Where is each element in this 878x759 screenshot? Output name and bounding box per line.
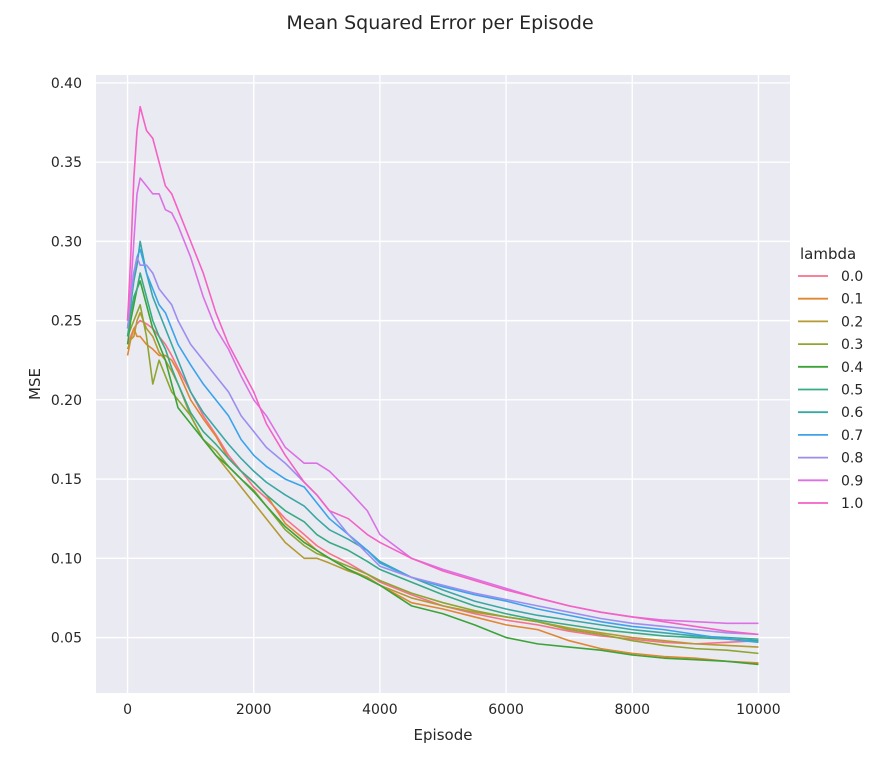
series-line-0-7 <box>126 248 759 644</box>
series-line-0-4 <box>126 280 759 666</box>
x-tick-label: 2000 <box>236 702 272 718</box>
grid-lines <box>96 75 790 693</box>
series-line-0-5 <box>126 272 759 642</box>
legend-entry-label: 0.1 <box>841 292 863 308</box>
legend-entry-label: 0.4 <box>841 360 863 376</box>
y-axis-ticks: 0.05 0.10 0.15 0.20 0.25 0.30 0.35 0.40 <box>51 76 82 647</box>
legend-entry-label: 0.2 <box>841 314 863 330</box>
legend-entry-label: 0.7 <box>841 428 863 444</box>
x-tick-label: 10000 <box>736 702 781 718</box>
legend-title: lambda <box>800 245 856 263</box>
x-tick-label: 8000 <box>614 702 650 718</box>
plot-area <box>96 75 790 693</box>
series-line-0-6 <box>126 240 759 640</box>
y-tick-label: 0.20 <box>51 393 82 409</box>
legend-entry-label: 1.0 <box>841 496 863 512</box>
legend-entry-label: 0.8 <box>841 451 863 467</box>
y-tick-label: 0.10 <box>51 551 82 567</box>
x-tick-label: 0 <box>123 702 132 718</box>
legend-entry-label: 0.6 <box>841 405 863 421</box>
legend-entry-label: 0.0 <box>841 269 863 285</box>
series-line-0-2 <box>126 311 759 648</box>
x-axis-label: Episode <box>414 726 473 744</box>
x-tick-label: 6000 <box>488 702 524 718</box>
y-tick-label: 0.30 <box>51 234 82 250</box>
legend-entry-label: 0.9 <box>841 473 863 489</box>
y-axis-label: MSE <box>26 368 44 400</box>
y-tick-label: 0.40 <box>51 76 82 92</box>
y-tick-label: 0.35 <box>51 155 82 171</box>
y-tick-label: 0.15 <box>51 472 82 488</box>
legend-entry-label: 0.5 <box>841 383 863 399</box>
x-tick-label: 4000 <box>362 702 398 718</box>
x-axis-ticks: 0 2000 4000 6000 8000 10000 <box>123 702 781 718</box>
legend: lambda 0.0 0.1 0.2 0.3 0.4 0.5 0.6 0.7 0.8 0.9 1.0 <box>798 245 863 512</box>
series-lines <box>126 105 759 666</box>
series-line-0-8 <box>126 256 759 636</box>
y-tick-label: 0.05 <box>51 631 82 647</box>
series-line-1-0 <box>126 105 759 636</box>
series-line-0-1 <box>126 327 759 664</box>
y-tick-label: 0.25 <box>51 314 82 330</box>
series-line-0-3 <box>126 303 759 655</box>
chart-title: Mean Squared Error per Episode <box>286 12 593 34</box>
legend-entry-label: 0.3 <box>841 337 863 353</box>
